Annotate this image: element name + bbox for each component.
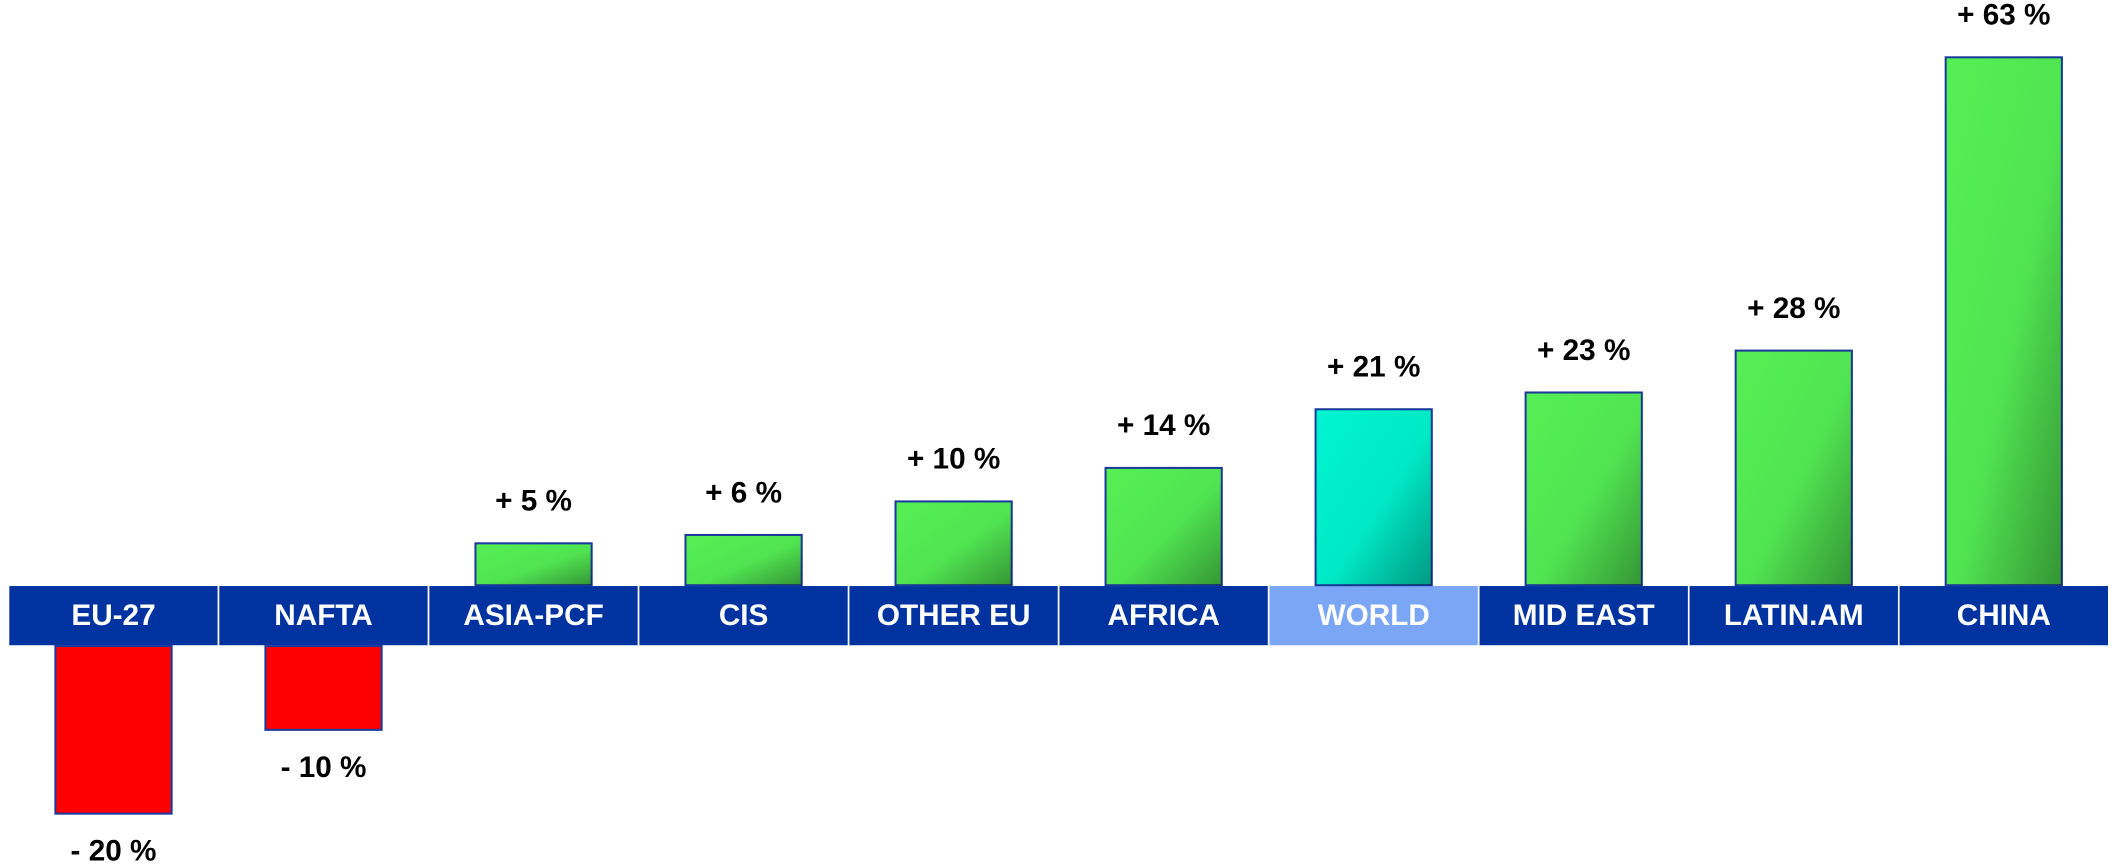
value-label: + 23 %: [1537, 334, 1630, 367]
value-label: + 14 %: [1117, 409, 1210, 442]
category-label: LATIN.AM: [1724, 599, 1864, 632]
bar-shade: [1525, 392, 1642, 586]
band-cell: [1267, 584, 1480, 647]
value-label: + 6 %: [705, 476, 782, 509]
band-cell: [217, 584, 430, 647]
value-label: + 21 %: [1327, 351, 1420, 384]
band-cell: [1687, 584, 1900, 647]
band-cell: [1057, 584, 1270, 647]
bar-shade: [1735, 350, 1852, 586]
category-label: EU-27: [71, 599, 155, 632]
value-label: + 10 %: [907, 443, 1000, 476]
band-cell: [7, 584, 220, 647]
value-label: + 28 %: [1747, 292, 1840, 325]
category-label: MID EAST: [1513, 599, 1655, 632]
value-label: - 10 %: [281, 751, 367, 784]
category-label: OTHER EU: [877, 599, 1031, 632]
bar: [264, 645, 383, 731]
bar: [54, 645, 173, 815]
category-label: CHINA: [1957, 599, 2051, 632]
bar-shade: [1105, 467, 1222, 586]
bars: - 20 % - 10 % + 5 % + 6 % + 10 % + 14 % + 21 %…: [54, 0, 2063, 865]
bar-shade: [1945, 57, 2062, 586]
bar-shade: [685, 534, 802, 586]
category-label: NAFTA: [274, 599, 373, 632]
value-label: + 63 %: [1957, 0, 2050, 32]
value-label: + 5 %: [495, 485, 572, 518]
band-cell: [1477, 584, 1690, 647]
bar-shade: [475, 543, 592, 586]
category-label: WORLD: [1318, 599, 1430, 632]
category-label: ASIA-PCF: [463, 599, 603, 632]
band-cell: [1897, 584, 2110, 647]
category-band: EU-27 NAFTA ASIA-PCF CIS OTHER EU AFRICA WORLD…: [7, 584, 2110, 647]
band-cell: [847, 584, 1060, 647]
bar-shade: [895, 501, 1012, 586]
category-label: CIS: [719, 599, 769, 632]
value-label: - 20 %: [71, 835, 157, 865]
category-label: AFRICA: [1108, 599, 1220, 632]
bar-shade: [1315, 409, 1432, 586]
